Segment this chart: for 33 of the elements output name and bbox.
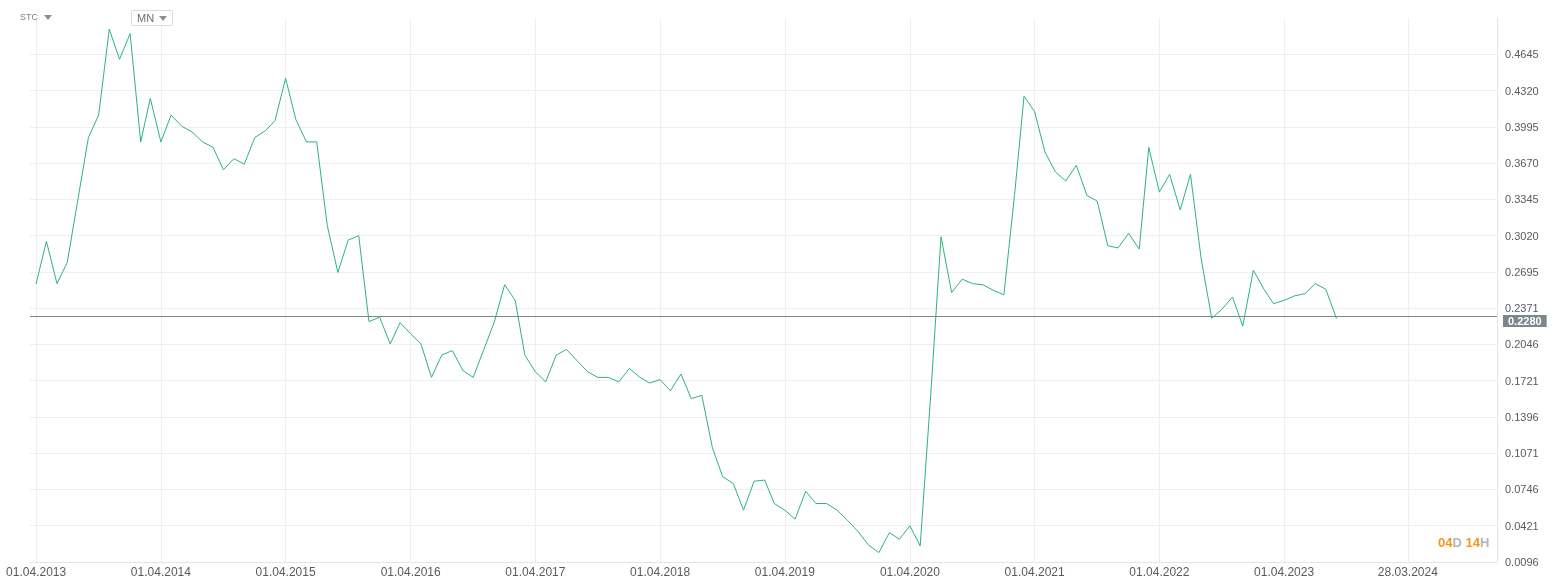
x-tick-label: 01.04.2015 bbox=[255, 565, 316, 579]
x-tick-label: 01.04.2017 bbox=[505, 565, 566, 579]
y-tick-label: 0.0746 bbox=[1505, 483, 1539, 496]
y-tick-label: 0.3020 bbox=[1505, 229, 1539, 242]
y-tick-label: 0.1071 bbox=[1505, 447, 1539, 460]
annotation: MN bbox=[137, 12, 155, 24]
y-tick-label: 0.3670 bbox=[1505, 157, 1539, 170]
annotation: STC bbox=[20, 12, 38, 22]
y-tick-label: 0.4320 bbox=[1505, 84, 1539, 97]
ref-line-label: 0.2280 bbox=[1508, 315, 1542, 328]
x-tick-label: 01.04.2022 bbox=[1129, 565, 1190, 579]
x-tick-label: 01.04.2023 bbox=[1254, 565, 1315, 579]
y-tick-label: 0.0421 bbox=[1505, 519, 1539, 532]
y-tick-label: 0.2695 bbox=[1505, 265, 1539, 278]
line-series bbox=[35, 28, 1337, 554]
x-tick-label: 01.04.2020 bbox=[879, 565, 941, 579]
x-tick-label: 01.04.2013 bbox=[6, 565, 67, 579]
y-tick-label: 0.2371 bbox=[1505, 302, 1539, 315]
x-tick-label: 28.03.2024 bbox=[1377, 565, 1439, 579]
y-tick-label: 0.3995 bbox=[1505, 120, 1539, 133]
annotation: 04D 14H bbox=[1438, 535, 1490, 550]
x-tick-label: 01.04.2018 bbox=[630, 565, 691, 579]
y-tick-label: 0.3345 bbox=[1505, 193, 1539, 206]
y-tick-label: 0.4645 bbox=[1505, 48, 1539, 61]
x-tick-label: 01.04.2016 bbox=[380, 565, 442, 579]
x-tick-label: 01.04.2021 bbox=[1004, 565, 1066, 579]
select-field: MN bbox=[131, 10, 173, 26]
y-tick-label: 0.1396 bbox=[1505, 410, 1539, 423]
y-tick-label: 0.0096 bbox=[1505, 556, 1539, 568]
y-tick-label: 0.1721 bbox=[1505, 374, 1539, 387]
x-tick-label: 01.04.2019 bbox=[754, 565, 816, 579]
y-tick-label: 0.2046 bbox=[1505, 338, 1539, 351]
x-tick-label: 01.04.2014 bbox=[130, 565, 192, 579]
